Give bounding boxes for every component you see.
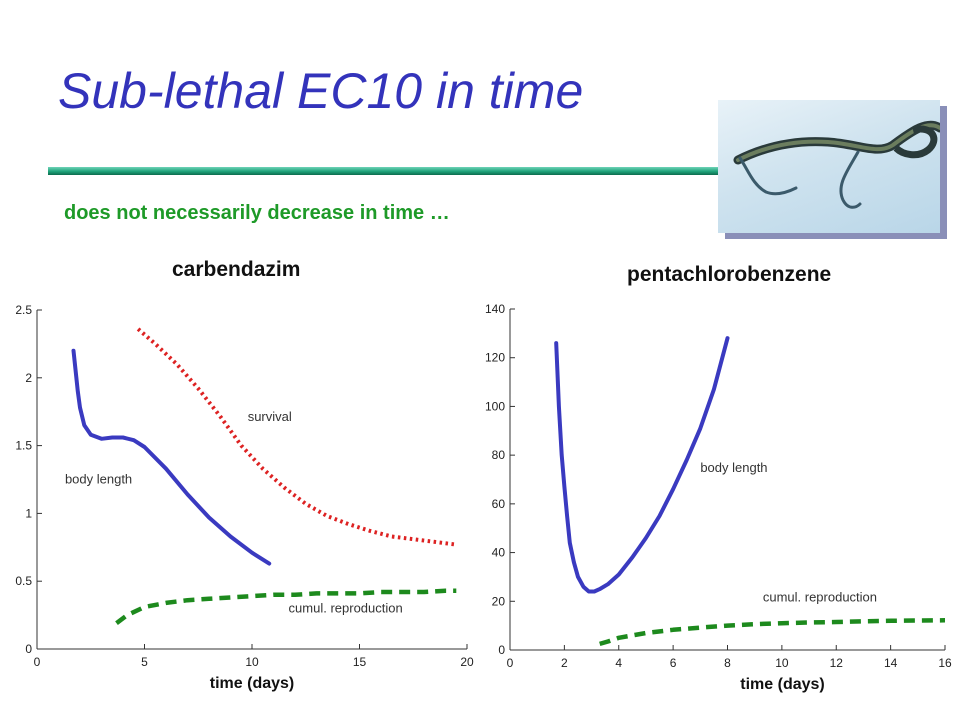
carbendazim-series-cumul-reproduction — [115, 588, 457, 626]
carbendazim-annotation: cumul. reproduction — [289, 600, 403, 615]
carbendazim-y-tick-label: 0 — [25, 642, 32, 656]
carbendazim-y-tick-label: 2 — [25, 371, 32, 385]
pentachlorobenzene-x-tick-label: 16 — [938, 656, 952, 670]
pentachlorobenzene-y-tick-label: 80 — [492, 448, 506, 462]
nematode-photo — [718, 100, 940, 233]
carbendazim-y-tick-label: 1 — [25, 506, 32, 520]
carbendazim-x-tick-label: 5 — [141, 655, 148, 669]
pentachlorobenzene-y-tick-label: 100 — [485, 399, 505, 413]
carbendazim-annotation: survival — [248, 409, 292, 424]
carbendazim-annotation: body length — [65, 472, 132, 487]
carbendazim-y-tick-label: 0.5 — [15, 574, 32, 588]
carbendazim-x-tick-label: 0 — [34, 655, 41, 669]
pentachlorobenzene-series-cumul-reproduction — [599, 618, 946, 647]
carbendazim-series-body-length — [71, 348, 272, 566]
pentachlorobenzene-series-body-length — [554, 336, 730, 594]
pentachlorobenzene-x-tick-label: 0 — [507, 656, 514, 670]
pentachlorobenzene-x-tick-label: 2 — [561, 656, 568, 670]
pentachlorobenzene-x-axis-label: time (days) — [740, 676, 824, 693]
pentachlorobenzene-y-tick-label: 120 — [485, 351, 505, 365]
pentachlorobenzene-x-tick-label: 10 — [775, 656, 789, 670]
pentachlorobenzene-y-tick-label: 40 — [492, 546, 506, 560]
slide-title: Sub-lethal EC10 in time — [58, 63, 584, 119]
title-underline — [48, 167, 720, 175]
pentachlorobenzene-y-tick-label: 60 — [492, 497, 506, 511]
carbendazim-y-tick-label: 2.5 — [15, 303, 32, 317]
pentachlorobenzene-x-tick-label: 12 — [830, 656, 844, 670]
pentachlorobenzene-x-tick-label: 14 — [884, 656, 898, 670]
carbendazim-x-tick-label: 15 — [353, 655, 367, 669]
carbendazim-x-tick-label: 20 — [460, 655, 474, 669]
chart-title-carbendazim: carbendazim — [172, 258, 301, 281]
pentachlorobenzene-annotation: body length — [700, 460, 767, 475]
carbendazim-x-tick-label: 10 — [245, 655, 259, 669]
pentachlorobenzene-y-tick-label: 140 — [485, 302, 505, 316]
carbendazim-series-survival — [136, 327, 457, 547]
carbendazim-x-axis-label: time (days) — [210, 675, 294, 692]
pentachlorobenzene-y-tick-label: 0 — [498, 643, 505, 657]
pentachlorobenzene-y-tick-label: 20 — [492, 594, 506, 608]
pentachlorobenzene-x-tick-label: 8 — [724, 656, 731, 670]
pentachlorobenzene-annotation: cumul. reproduction — [763, 589, 877, 604]
chart-title-pentachlorobenzene: pentachlorobenzene — [627, 263, 832, 286]
carbendazim-y-tick-label: 1.5 — [15, 439, 32, 453]
pentachlorobenzene-x-tick-label: 6 — [670, 656, 677, 670]
pentachlorobenzene-x-tick-label: 4 — [615, 656, 622, 670]
slide-subtitle: does not necessarily decrease in time … — [64, 202, 450, 224]
